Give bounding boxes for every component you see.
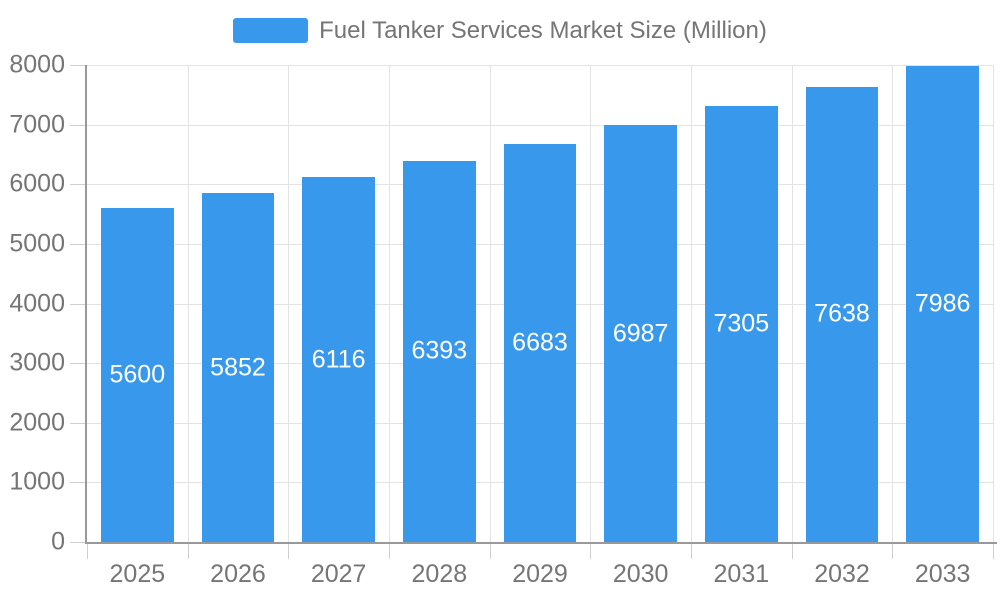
y-gridline (87, 124, 993, 126)
y-tick-mark (70, 303, 85, 305)
x-axis-tick-label: 2027 (310, 560, 367, 588)
x-tick-mark (87, 544, 88, 559)
x-gridline (187, 65, 189, 542)
y-axis-tick-label: 5000 (9, 229, 65, 258)
y-tick-mark (70, 65, 85, 66)
bar-2026[interactable]: 5852 (201, 193, 275, 542)
x-gridline (590, 65, 592, 542)
x-tick-mark (690, 544, 692, 559)
bar-2030[interactable]: 6987 (604, 125, 678, 542)
bar-2033[interactable]: 7986 (906, 65, 980, 542)
legend: Fuel Tanker Services Market Size (Millio… (0, 18, 1000, 43)
bar-value-label: 6987 (612, 319, 669, 348)
bar-value-label: 6393 (411, 336, 468, 365)
x-gridline (791, 65, 793, 542)
y-axis-tick-label: 7000 (9, 110, 65, 139)
y-gridline (87, 65, 993, 66)
y-axis-tick-label: 6000 (9, 169, 65, 198)
y-axis-line (85, 65, 87, 542)
bar-value-label: 7986 (914, 289, 971, 318)
y-tick-mark (70, 542, 85, 543)
x-gridline (993, 65, 994, 542)
y-tick-mark (70, 243, 85, 245)
x-tick-mark (993, 544, 994, 559)
x-gridline (489, 65, 491, 542)
y-tick-mark (70, 422, 85, 424)
bar-2027[interactable]: 6116 (302, 177, 376, 542)
plot-area: 0 1000 2000 3000 4000 5000 6000 7000 8000 5600 202… (9, 52, 997, 587)
bar-value-label: 7638 (814, 299, 870, 328)
y-tick-mark (70, 363, 85, 365)
x-axis-tick-label: 2031 (713, 560, 770, 588)
y-axis-tick-label: 1000 (9, 467, 65, 496)
y-tick-mark (70, 124, 85, 126)
bar-value-label: 7305 (713, 309, 770, 338)
x-tick-mark (489, 544, 491, 559)
y-tick-mark (70, 184, 85, 186)
y-tick-mark (70, 482, 85, 484)
x-axis-line (85, 542, 997, 544)
x-tick-mark (288, 544, 290, 559)
bar-2031[interactable]: 7305 (704, 106, 778, 542)
x-axis-tick-label: 2029 (512, 560, 568, 588)
bar-value-label: 6683 (512, 328, 568, 357)
bar-2032[interactable]: 7638 (805, 86, 879, 542)
bar-value-label: 6116 (311, 345, 366, 374)
x-axis-tick-label: 2028 (411, 560, 468, 588)
bar-2025[interactable]: 5600 (100, 208, 174, 542)
x-axis-tick-label: 2025 (109, 560, 166, 588)
x-tick-mark (388, 544, 390, 559)
y-axis-tick-label: 4000 (9, 289, 65, 317)
x-tick-mark (590, 544, 592, 559)
x-tick-mark (791, 544, 793, 559)
bar-2028[interactable]: 6393 (402, 160, 476, 542)
legend-swatch-icon (233, 18, 309, 43)
x-axis-tick-label: 2033 (914, 560, 971, 588)
y-axis-tick-label: 3000 (9, 348, 65, 377)
legend-item[interactable]: Fuel Tanker Services Market Size (Millio… (233, 18, 767, 43)
x-axis-tick-label: 2026 (210, 560, 266, 588)
bar-2029[interactable]: 6683 (503, 143, 577, 542)
bar-value-label: 5852 (210, 353, 266, 382)
y-axis-tick-label: 2000 (9, 408, 65, 437)
x-axis-tick-label: 2032 (814, 560, 870, 588)
x-axis-tick-label: 2030 (612, 560, 669, 588)
y-axis-tick-label: 0 (51, 527, 65, 556)
bar-value-label: 5600 (109, 360, 166, 389)
y-axis-tick-label: 8000 (9, 50, 65, 79)
x-gridline (892, 65, 894, 542)
legend-label: Fuel Tanker Services Market Size (Millio… (319, 16, 767, 44)
x-gridline (388, 65, 390, 542)
x-tick-mark (892, 544, 894, 559)
x-tick-mark (187, 544, 189, 559)
x-gridline (288, 65, 290, 542)
x-gridline (690, 65, 692, 542)
